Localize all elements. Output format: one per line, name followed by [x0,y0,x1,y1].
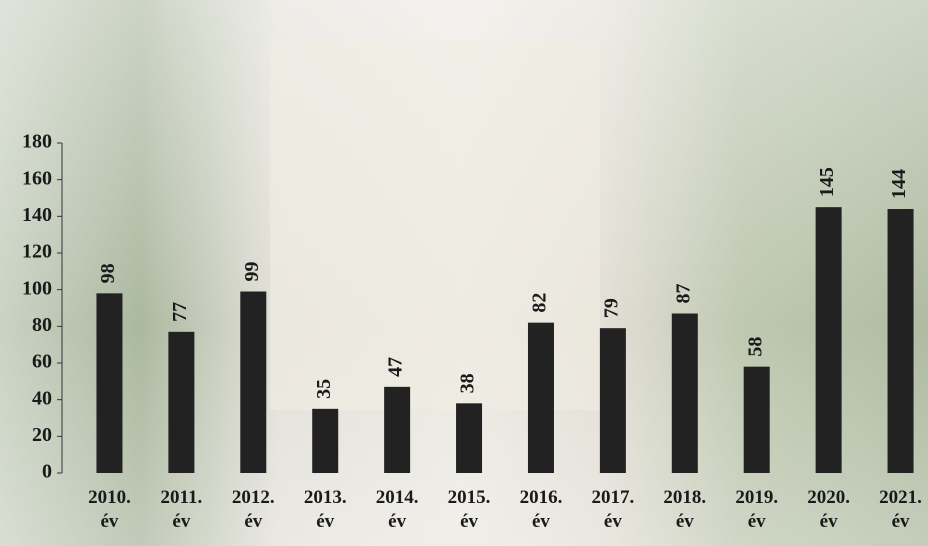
bar [384,387,410,473]
x-tick-label: 2012. év [223,486,283,534]
value-label: 77 [169,302,191,322]
value-label: 82 [529,293,551,313]
y-tick-label: 180 [22,131,52,153]
bar [816,207,842,473]
y-tick-label: 20 [32,424,52,446]
x-tick-label: 2010. év [79,486,139,534]
x-tick-label: 2014. év [367,486,427,534]
y-tick-label: 120 [22,241,52,263]
value-label: 99 [241,262,263,282]
bar [888,209,914,473]
value-label: 79 [600,298,622,318]
chart: 0 20 40 60 80 100 120 140 160 180 98 77 99 35 47 38 82 79… [0,0,928,546]
value-label: 144 [888,169,910,199]
x-tick-label: 2018. év [655,486,715,534]
bar [672,314,698,474]
x-tick-label: 2021. év [871,486,928,534]
bar [312,409,338,473]
x-tick-label: 2019. év [727,486,787,534]
y-tick-label: 80 [32,314,52,336]
x-tick-label: 2011. év [151,486,211,534]
y-tick-label: 0 [42,461,52,483]
x-tick-label: 2017. év [583,486,643,534]
x-tick-label: 2015. év [439,486,499,534]
bar [96,293,122,473]
value-label: 98 [97,263,119,283]
y-tick-label: 140 [22,204,52,226]
x-tick-label: 2013. év [295,486,355,534]
bar [240,292,266,474]
value-label: 35 [313,379,335,399]
chart-area: 0 20 40 60 80 100 120 140 160 180 98 77 99 35 47 38 82 79… [0,0,928,546]
bar [168,332,194,473]
y-tick-label: 40 [32,387,52,409]
y-tick-label: 60 [32,351,52,373]
value-label: 47 [385,357,407,377]
y-tick-label: 160 [22,167,52,189]
value-label: 145 [816,167,838,197]
x-tick-label: 2020. év [799,486,859,534]
value-label: 38 [457,373,479,393]
value-label: 58 [744,337,766,357]
bar [528,323,554,473]
bar [600,328,626,473]
x-tick-label: 2016. év [511,486,571,534]
y-tick-label: 100 [22,277,52,299]
value-label: 87 [672,284,694,304]
bar [456,403,482,473]
bar [744,367,770,473]
